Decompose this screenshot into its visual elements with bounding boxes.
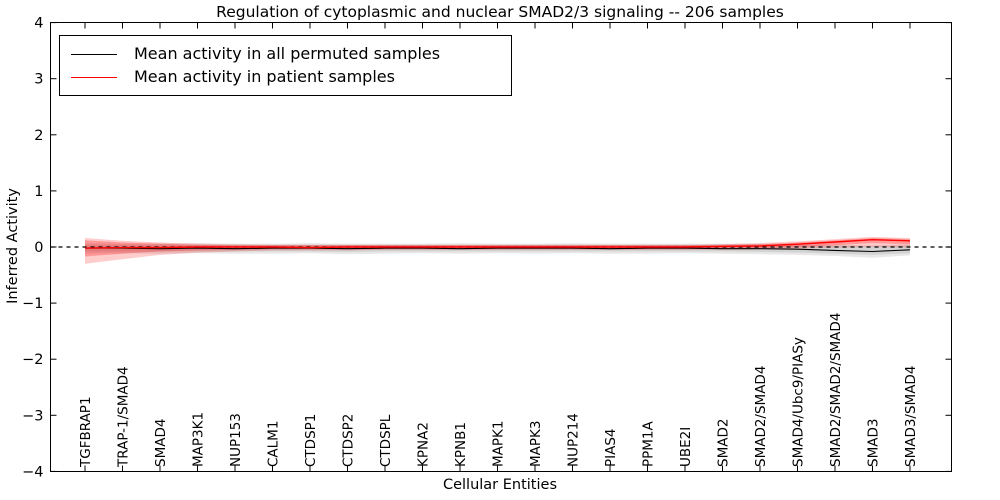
x-tick-label: CALM1 [266,421,282,467]
x-tick-label: PIAS4 [603,428,619,467]
legend: Mean activity in all permuted samples Me… [59,35,512,96]
y-tick-label: −2 [22,352,43,368]
y-tick-label: 3 [34,72,43,88]
x-tick-label: SMAD3/SMAD4 [903,366,919,467]
x-tick-label: TGFBRAP1 [78,396,94,468]
patient-mean-line [84,238,911,249]
permuted-line-swatch [71,53,117,55]
y-axis-label: Inferred Activity [5,188,21,304]
y-tick-label: 0 [34,240,43,256]
x-tick-label: MAPK1 [491,421,507,467]
x-tick-label: SMAD2/SMAD2/SMAD4 [828,313,844,467]
patient-line-swatch [71,76,117,78]
x-axis-label: Cellular Entities [442,477,558,493]
x-tick-label: UBE2I [678,427,694,467]
legend-item-permuted: Mean activity in all permuted samples [60,46,511,62]
x-tick-label: KPNB1 [453,422,469,467]
x-tick-label: SMAD3 [866,419,882,467]
x-tick-label: SMAD2 [716,419,732,467]
y-tick-label: −4 [22,464,43,480]
x-tick-label: MAP3K1 [191,412,207,467]
x-tick-label: KPNA2 [416,422,432,467]
permuted-mean-line [85,247,911,253]
x-tick-label: PPM1A [641,420,657,467]
y-tick-label: 1 [34,184,43,200]
x-tick-label: CTDSP1 [303,414,319,467]
x-tick-label: NUP153 [228,413,244,467]
x-tick-label: TRAP-1/SMAD4 [116,366,132,468]
x-tick-label: SMAD4/Ubc9/PIASy [791,337,807,467]
legend-label: Mean activity in all permuted samples [134,44,441,63]
patient-std-outer [85,236,910,264]
legend-item-patient: Mean activity in patient samples [60,69,511,85]
x-tick-label: NUP214 [566,413,582,467]
y-tick-label: 4 [34,16,43,32]
x-tick-label: CTDSP2 [341,414,357,467]
x-tick-label: SMAD4 [153,419,169,467]
x-tick-label: MAPK3 [528,421,544,467]
y-tick-label: −1 [22,296,43,312]
y-tick-label: 2 [34,128,43,144]
y-tick-label: −3 [22,408,43,424]
x-tick-label: CTDSPL [378,414,394,467]
chart-title: Regulation of cytoplasmic and nuclear SM… [216,3,784,21]
x-tick-label: SMAD2/SMAD4 [753,366,769,467]
legend-label: Mean activity in patient samples [134,67,395,86]
